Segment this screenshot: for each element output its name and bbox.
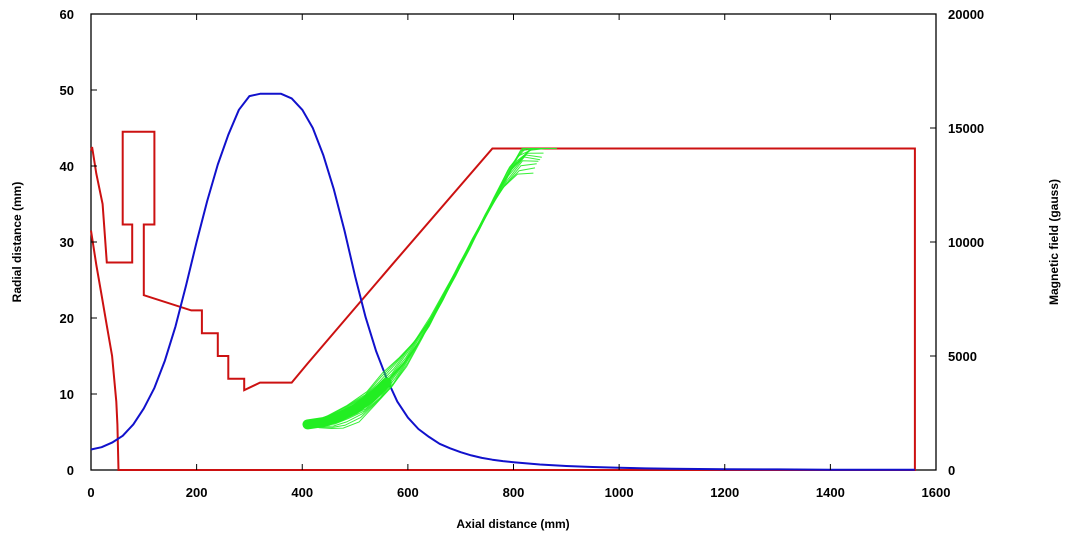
x-tick-label: 1000 (605, 485, 634, 500)
series-2-trajectory-line (307, 148, 557, 425)
x-tick-label: 1200 (710, 485, 739, 500)
series-2-trajectory-line (307, 152, 544, 425)
y2-tick-label: 15000 (948, 121, 984, 136)
y-tick-label: 10 (60, 387, 74, 402)
y-tick-label: 50 (60, 83, 74, 98)
y2-axis-ticks: 0 5000 10000 15000 20000 (930, 7, 984, 478)
y2-tick-label: 5000 (948, 349, 977, 364)
y-tick-label: 30 (60, 235, 74, 250)
y2-tick-label: 20000 (948, 7, 984, 22)
series-0-outline (90, 130, 916, 471)
series-2-trajectory-line (307, 148, 551, 425)
x-tick-label: 0 (87, 485, 94, 500)
series-2-trajectory-line (307, 172, 534, 430)
y-tick-label: 0 (67, 463, 74, 478)
plot-frame (90, 13, 937, 471)
series-1-line (90, 92, 915, 471)
series-2-beam-core (302, 377, 392, 430)
series-2-trajectory-line (307, 163, 537, 427)
y2-axis-title: Magnetic field (gauss) (1047, 179, 1061, 305)
series-2-trajectory-line (307, 167, 536, 428)
series-2-trajectory-line (307, 148, 549, 425)
series-2-trajectory-line (307, 148, 554, 425)
y-tick-label: 20 (60, 311, 74, 326)
series-2-trajectory-line (307, 156, 541, 426)
y-tick-label: 40 (60, 159, 74, 174)
x-tick-label: 800 (503, 485, 525, 500)
series-2-trajectory-line (307, 160, 539, 427)
x-axis-title: Axial distance (mm) (456, 517, 569, 531)
y-axis-ticks: 0 10 20 30 40 50 60 (60, 7, 97, 478)
series-2-trajectory-line (307, 148, 556, 425)
series-2-trajectory-line (307, 154, 542, 425)
plot-series (90, 92, 916, 471)
x-tick-label: 400 (291, 485, 313, 500)
x-tick-label: 200 (186, 485, 208, 500)
series-2-trajectory-line (307, 148, 547, 425)
series-2-trajectory-line (307, 148, 552, 425)
x-tick-label: 600 (397, 485, 419, 500)
x-tick-label: 1400 (816, 485, 845, 500)
y-tick-label: 60 (60, 7, 74, 22)
x-tick-label: 1600 (922, 485, 951, 500)
x-axis-ticks: 0 200 400 600 800 1000 1200 1400 1600 (87, 14, 950, 500)
y2-tick-label: 0 (948, 463, 955, 478)
y-axis-title: Radial distance (mm) (10, 182, 24, 303)
y2-tick-label: 10000 (948, 235, 984, 250)
series-2-trajectory-line (307, 148, 546, 425)
